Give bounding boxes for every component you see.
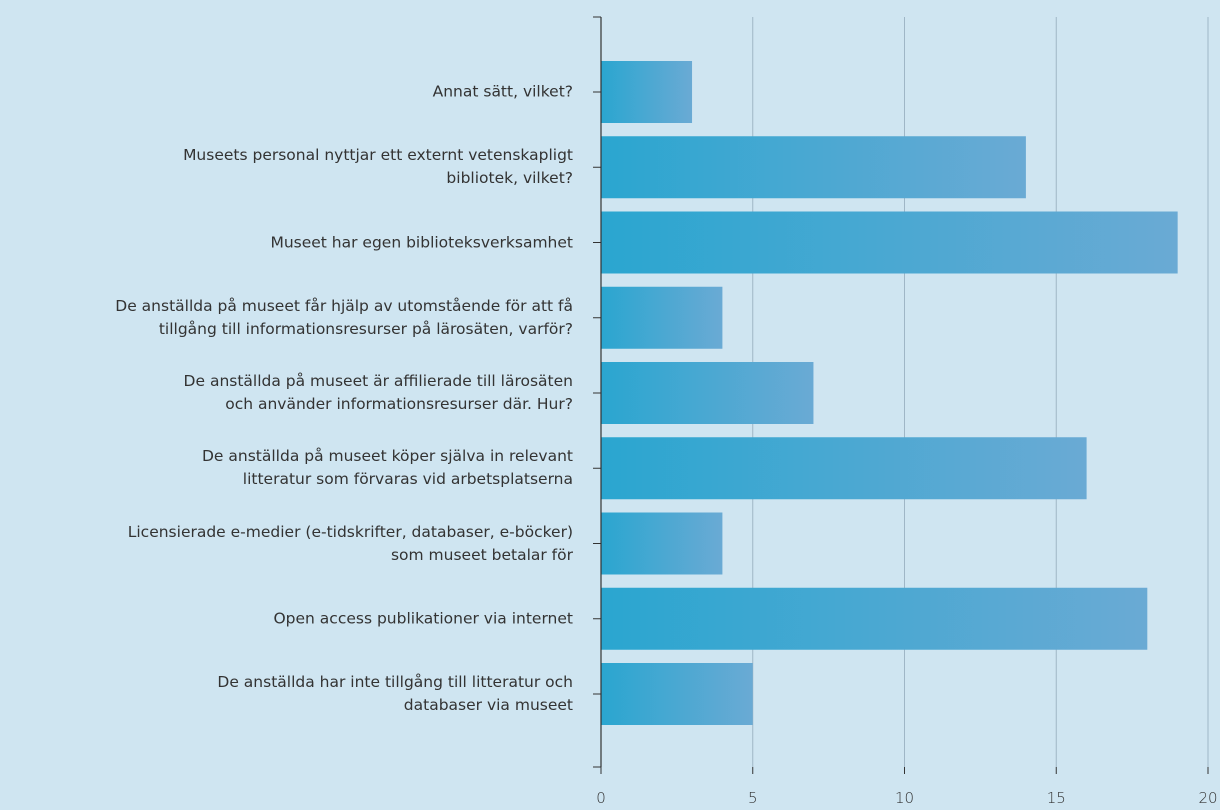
bar [601, 136, 1026, 199]
bar [601, 512, 723, 575]
y-tick-label: De anställda på museet köper själva in r… [202, 447, 573, 489]
bar [601, 663, 753, 725]
x-tick-label: 5 [748, 789, 758, 807]
y-tick-label: Licensierade e-medier (e-tidskrifter, da… [127, 522, 573, 564]
x-tick-label: 10 [895, 789, 914, 807]
x-tick-label: 0 [596, 789, 606, 807]
y-tick-label: Open access publikationer via internet [273, 609, 573, 628]
y-tick-label: Annat sätt, vilket? [432, 82, 573, 101]
y-tick-label: De anställda på museet är affilierade ti… [183, 372, 573, 413]
x-tick-label: 20 [1198, 789, 1217, 807]
y-tick-label: Museets personal nyttjar ett externt vet… [183, 146, 573, 188]
y-tick-label: Museet har egen biblioteksverksamhet [270, 233, 573, 251]
bar [601, 211, 1178, 274]
bar [601, 587, 1148, 650]
y-tick-label: De anställda har inte tillgång till litt… [217, 673, 573, 714]
y-tick-label: De anställda på museet får hjälp av utom… [115, 296, 573, 338]
bar [601, 61, 693, 123]
bar [601, 286, 723, 349]
bar [601, 437, 1087, 500]
x-tick-label: 15 [1047, 789, 1066, 807]
bar [601, 362, 814, 424]
